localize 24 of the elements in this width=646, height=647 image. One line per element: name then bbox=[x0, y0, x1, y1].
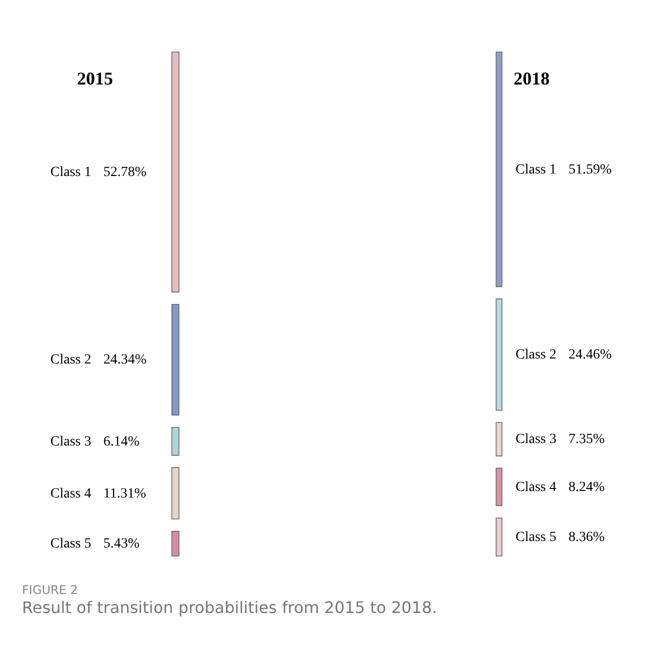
category-label: Class 4 bbox=[516, 480, 556, 495]
category-label: Class 1 bbox=[516, 162, 556, 178]
category-label: Class 3 bbox=[516, 432, 556, 448]
category-label: Class 5 bbox=[516, 530, 556, 545]
data-label: 51.59% bbox=[568, 162, 612, 178]
category-label: Class 1 bbox=[50, 165, 92, 180]
data-label: 6.14% bbox=[103, 434, 140, 450]
data-label: 24.46% bbox=[568, 348, 612, 363]
data-label: 7.35% bbox=[568, 432, 606, 448]
data-label: 5.43% bbox=[103, 536, 140, 552]
data-label: 8.36% bbox=[568, 530, 606, 545]
text: FIGURE 2 bbox=[22, 583, 78, 597]
text: 2015 bbox=[76, 68, 113, 88]
data-label: 11.31% bbox=[103, 486, 146, 502]
category-label: Class 3 bbox=[50, 434, 92, 450]
category-label: Class 4 bbox=[50, 486, 92, 502]
category-label: Class 5 bbox=[50, 536, 92, 552]
data-label: 8.24% bbox=[568, 480, 606, 495]
category-label: Class 2 bbox=[50, 352, 92, 368]
data-label: 52.78% bbox=[103, 165, 147, 180]
category-label: Class 2 bbox=[516, 348, 556, 363]
data-label: 24.34% bbox=[103, 352, 147, 368]
text: 2018 bbox=[514, 68, 550, 88]
text: Result of transition probabilities from 2015 to 2018. bbox=[22, 598, 438, 617]
